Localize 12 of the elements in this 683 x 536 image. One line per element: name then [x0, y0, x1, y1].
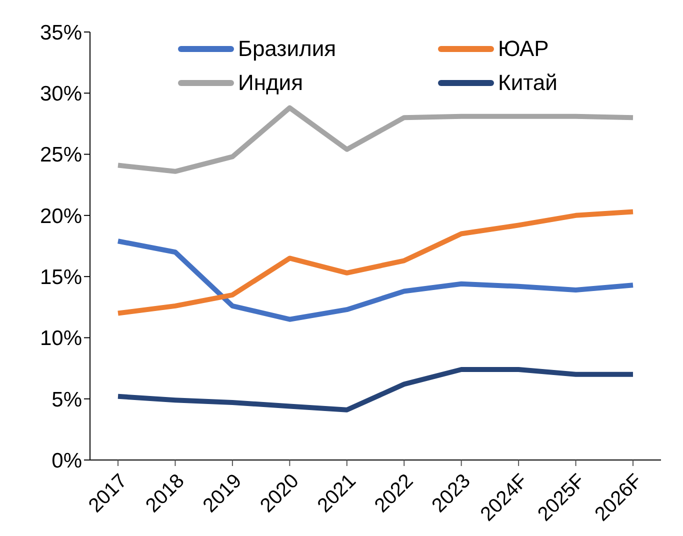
y-tick-label: 5% [52, 388, 82, 412]
y-tick-label: 25% [40, 144, 82, 167]
legend-label: Китай [498, 70, 558, 96]
y-tick-label: 35% [40, 21, 82, 44]
legend-label: Бразилия [238, 36, 336, 62]
legend-label: ЮАР [498, 36, 549, 62]
y-tick-label: 30% [40, 82, 82, 106]
y-tick-label: 0% [52, 449, 82, 472]
y-tick-label: 15% [40, 266, 82, 290]
y-tick-label: 20% [40, 204, 82, 228]
y-tick-label: 10% [40, 327, 82, 350]
legend-label: Индия [238, 70, 304, 96]
